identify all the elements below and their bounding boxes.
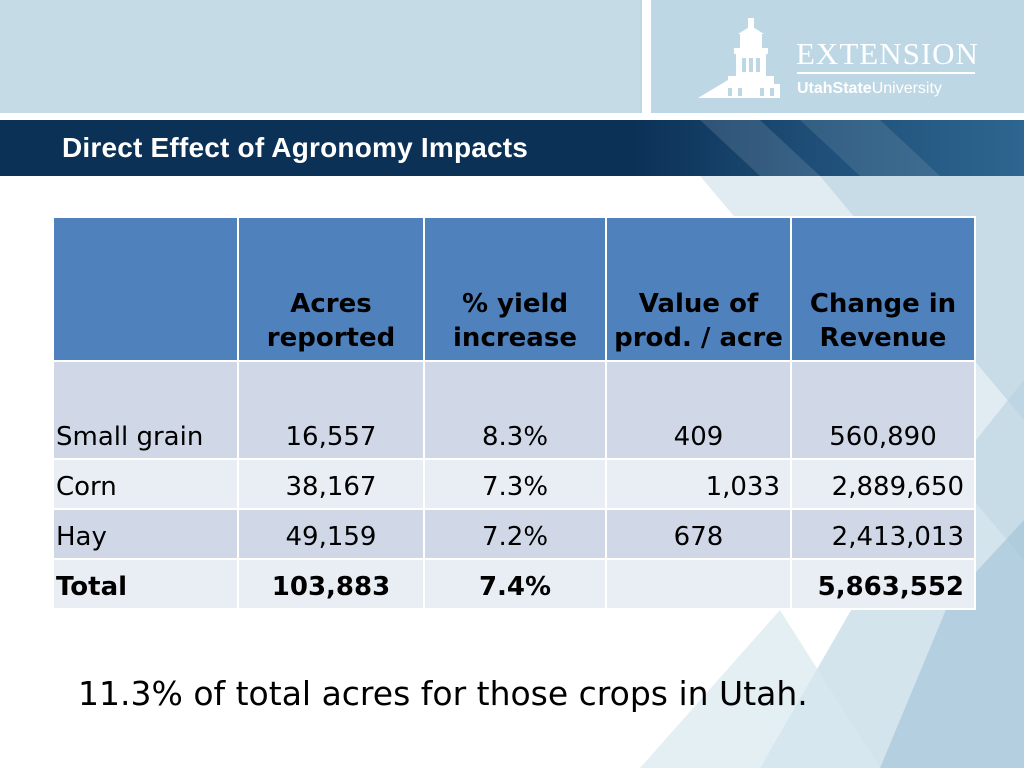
acres-cell: 103,883 xyxy=(237,558,425,610)
yield-cell: 7.4% xyxy=(423,558,607,610)
acres-cell: 49,159 xyxy=(237,508,425,560)
revenue-cell: 5,863,552 xyxy=(790,558,976,610)
logo-extension-text: EXTENSION xyxy=(796,36,979,71)
revenue-cell: 560,890 xyxy=(790,360,976,460)
table-row: Corn 38,167 7.3% 1,033 2,889,650 xyxy=(52,458,976,510)
value-cell: 678 xyxy=(605,508,792,560)
header-value-per-acre: Value of prod. / acre xyxy=(605,216,792,362)
row-label: Hay xyxy=(52,508,239,560)
header-yield-increase: % yield increase xyxy=(423,216,607,362)
value-cell: 1,033 xyxy=(605,458,792,510)
title-bar-shapes xyxy=(700,120,940,176)
table-row-total: Total 103,883 7.4% 5,863,552 xyxy=(52,558,976,610)
top-divider xyxy=(642,0,651,113)
slide-title: Direct Effect of Agronomy Impacts xyxy=(62,132,529,163)
acres-cell: 38,167 xyxy=(237,458,425,510)
row-label: Small grain xyxy=(52,360,239,460)
title-bar xyxy=(0,120,1024,176)
logo-university-text: UtahStateUniversity xyxy=(797,80,942,98)
usu-extension-logo xyxy=(698,18,780,98)
logo-usu-bold: UtahState xyxy=(797,80,872,97)
yield-cell: 7.2% xyxy=(423,508,607,560)
table-row: Small grain 16,557 8.3% 409 560,890 xyxy=(52,360,976,460)
table-header-row: Acres reported % yield increase Value of… xyxy=(52,216,976,362)
yield-cell: 7.3% xyxy=(423,458,607,510)
revenue-cell: 2,889,650 xyxy=(790,458,976,510)
yield-cell: 8.3% xyxy=(423,360,607,460)
top-band-left xyxy=(0,0,640,113)
header-acres-reported: Acres reported xyxy=(237,216,425,362)
agronomy-impacts-table: Acres reported % yield increase Value of… xyxy=(52,216,976,610)
value-cell xyxy=(605,558,792,610)
header-change-in-revenue: Change in Revenue xyxy=(790,216,976,362)
header-cell-blank xyxy=(52,216,239,362)
logo-rule xyxy=(797,72,975,74)
revenue-cell: 2,413,013 xyxy=(790,508,976,560)
table-row: Hay 49,159 7.2% 678 2,413,013 xyxy=(52,508,976,560)
value-cell: 409 xyxy=(605,360,792,460)
row-label: Total xyxy=(52,558,239,610)
footnote: 11.3% of total acres for those crops in … xyxy=(78,674,808,713)
acres-cell: 16,557 xyxy=(237,360,425,460)
logo-usu-regular: University xyxy=(871,80,942,97)
row-label: Corn xyxy=(52,458,239,510)
